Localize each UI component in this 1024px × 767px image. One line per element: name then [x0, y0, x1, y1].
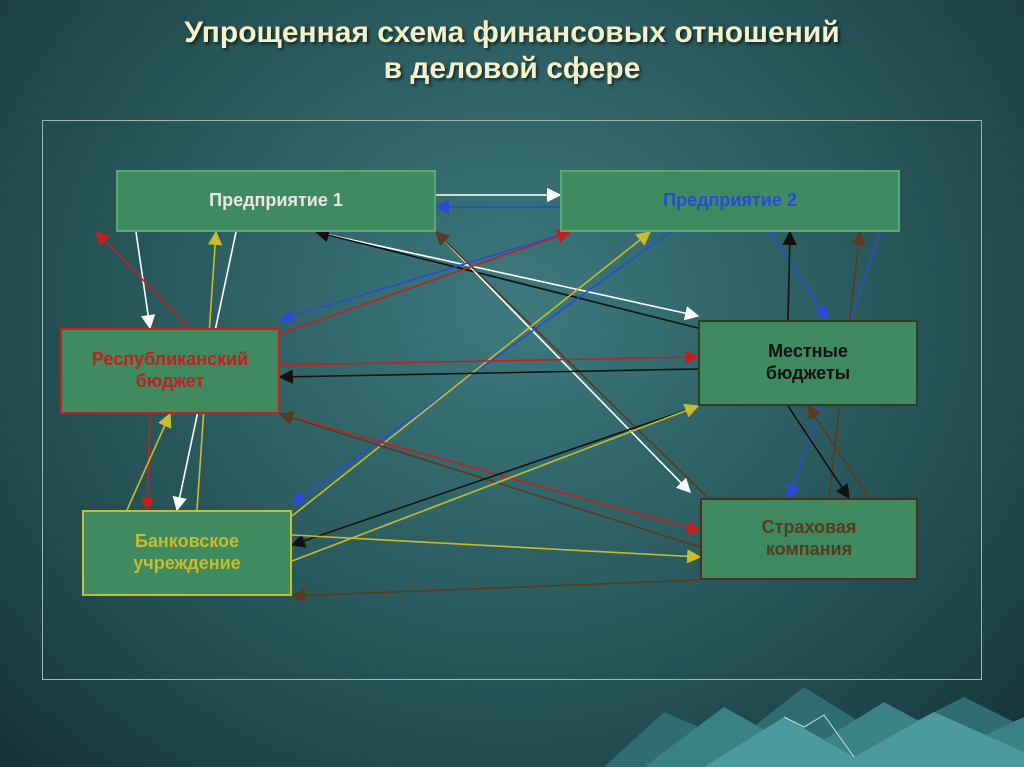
node-repbud: Республиканскийбюджет — [60, 328, 280, 414]
node-ent1: Предприятие 1 — [116, 170, 436, 232]
mountain-highlight — [784, 715, 854, 757]
node-locbud: Местныебюджеты — [698, 320, 918, 406]
mountain-back — [604, 687, 1024, 767]
node-ent2: Предприятие 2 — [560, 170, 900, 232]
title-line1: Упрощенная схема финансовых отношений — [184, 16, 840, 49]
mountain-front — [704, 712, 1024, 767]
slide-title: Упрощенная схема финансовых отношений в … — [0, 15, 1024, 87]
mountain-mid — [644, 702, 1024, 767]
node-insur: Страховаякомпания — [700, 498, 918, 580]
title-line2: в деловой сфере — [384, 52, 641, 85]
slide: Упрощенная схема финансовых отношений в … — [0, 0, 1024, 767]
node-bank: Банковскоеучреждение — [82, 510, 292, 596]
